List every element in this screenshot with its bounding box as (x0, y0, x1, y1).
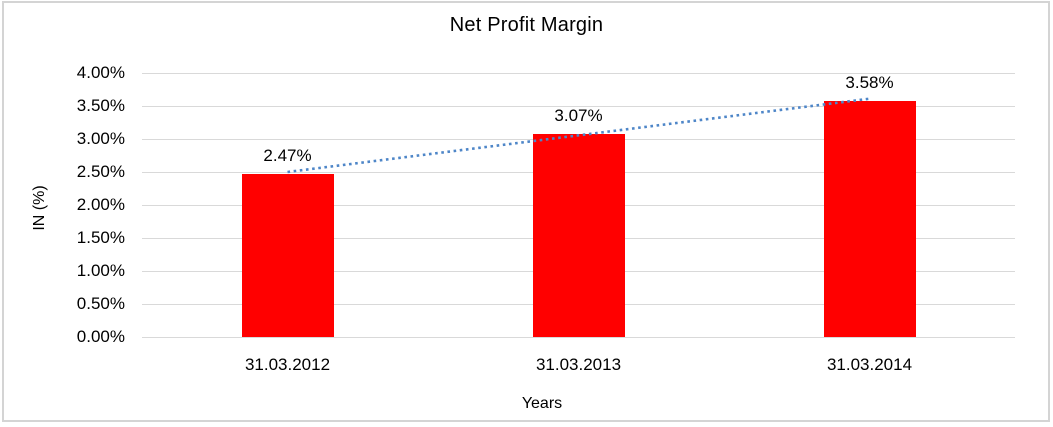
bar (532, 134, 625, 337)
y-axis-tick-label: 3.50% (76, 96, 125, 115)
x-axis-tick-label: 31.03.2014 (826, 355, 913, 374)
bar-value-label: 3.07% (554, 106, 603, 126)
chart-title: Net Profit Margin (449, 14, 604, 36)
x-axis-tick-label: 31.03.2013 (535, 355, 622, 374)
y-axis-tick-label: 1.00% (76, 261, 125, 280)
gridline (142, 336, 1015, 338)
y-axis-tick-label: 1.50% (76, 228, 125, 247)
y-axis-tick-label: 0.50% (76, 294, 125, 313)
y-axis-title: IN (%) (31, 185, 48, 231)
gridline (142, 72, 1015, 74)
x-axis-title: Years (521, 395, 563, 412)
x-axis-tick-label: 31.03.2012 (244, 355, 331, 374)
y-axis-tick-label: 0.00% (76, 327, 125, 346)
y-axis-tick-label: 2.50% (76, 162, 125, 181)
bar-value-label: 2.47% (263, 145, 312, 165)
bar-value-label: 3.58% (845, 72, 894, 92)
bar (823, 100, 916, 337)
y-axis-tick-label: 2.00% (76, 195, 125, 214)
y-axis-tick-label: 4.00% (76, 63, 125, 82)
y-axis-tick-label: 3.00% (76, 129, 125, 148)
bar (241, 173, 334, 337)
